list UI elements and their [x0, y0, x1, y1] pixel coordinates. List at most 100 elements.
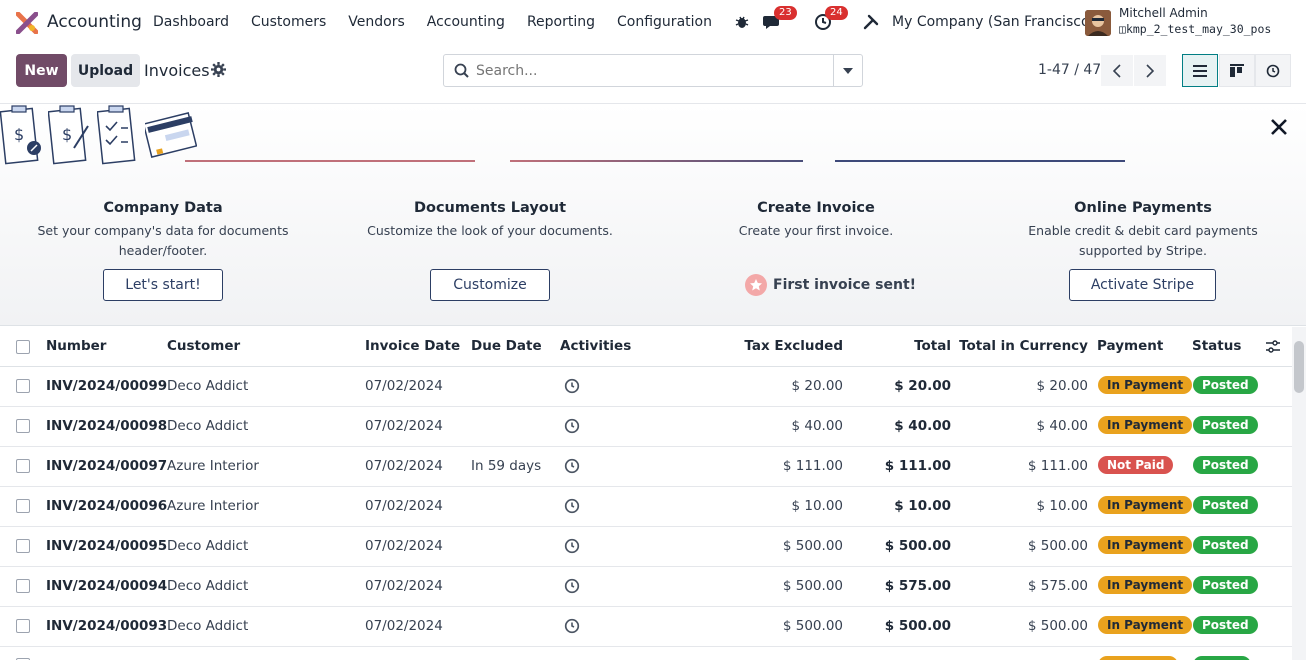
customer-name: Azure Interior [167, 498, 259, 514]
due-date: In 59 days [471, 458, 542, 474]
search-input[interactable] [476, 61, 836, 81]
status-badge: Posted [1193, 456, 1258, 474]
column-settings-icon[interactable] [1266, 340, 1280, 353]
main-menu: Dashboard Customers Vendors Accounting R… [153, 14, 734, 30]
tax-excluded: $ 40.00 [791, 418, 843, 434]
menu-reporting[interactable]: Reporting [526, 14, 596, 30]
app-name[interactable]: Accounting [47, 12, 142, 32]
total: $ 10.00 [894, 498, 951, 514]
invoice-number: INV/2024/00099 [46, 378, 168, 394]
activities-count-badge: 24 [825, 6, 848, 20]
activities-clock-icon[interactable]: 24 [811, 6, 848, 34]
menu-accounting[interactable]: Accounting [426, 14, 505, 30]
activity-clock-icon[interactable] [564, 458, 580, 478]
company-switcher[interactable]: My Company (San Francisco) [892, 14, 1095, 30]
table-row[interactable]: INV/2024/00096 Azure Interior 07/02/2024 $ … [0, 487, 1292, 527]
select-all-checkbox[interactable] [16, 340, 30, 354]
column-invoice-date[interactable]: Invoice Date [365, 338, 461, 354]
menu-dashboard[interactable]: Dashboard [153, 14, 229, 30]
row-checkbox[interactable] [16, 658, 30, 660]
invoice-number: INV/2024/00093 [46, 618, 168, 634]
payment-status-badge: In Payment [1098, 536, 1193, 554]
menu-vendors[interactable]: Vendors [348, 14, 405, 30]
row-checkbox[interactable] [16, 539, 30, 553]
step-title-company-data: Company Data [103, 200, 223, 216]
search-options-toggle[interactable] [833, 55, 862, 86]
table-row[interactable]: INV/2024/00094 Deco Addict 07/02/2024 $ 500… [0, 567, 1292, 607]
company-data-illustration: $ [0, 105, 41, 165]
activity-clock-icon[interactable] [564, 538, 580, 558]
table-row[interactable]: INV/2024/00095 Deco Addict 07/02/2024 $ 500… [0, 527, 1292, 567]
column-number[interactable]: Number [46, 338, 107, 354]
scrollbar-thumb[interactable] [1294, 341, 1304, 393]
pager-next-button[interactable] [1134, 55, 1166, 86]
column-tax-excluded[interactable]: Tax Excluded [744, 338, 843, 354]
onboarding-banner: $ Company Data Set your company's data f… [0, 104, 1306, 326]
activate-stripe-button[interactable]: Activate Stripe [1069, 269, 1216, 301]
customize-button[interactable]: Customize [430, 269, 550, 301]
column-total-in-currency[interactable]: Total in Currency [959, 338, 1088, 354]
accounting-app-icon[interactable] [16, 12, 38, 34]
activity-view-button[interactable] [1255, 54, 1291, 87]
close-icon[interactable] [1268, 116, 1290, 138]
row-checkbox[interactable] [16, 459, 30, 473]
activity-clock-icon[interactable] [564, 498, 580, 518]
customer-name: Azure Interior [167, 458, 259, 474]
step-desc-online-payments: Enable credit & debit card payments suppo… [1003, 221, 1283, 261]
menu-configuration[interactable]: Configuration [617, 14, 712, 30]
payment-badge-partial [1098, 656, 1178, 660]
step-title-documents-layout: Documents Layout [413, 200, 567, 216]
column-status[interactable]: Status [1192, 338, 1242, 354]
row-checkbox[interactable] [16, 499, 30, 513]
payment-status-badge: In Payment [1098, 376, 1193, 394]
pager-previous-button[interactable] [1101, 55, 1133, 86]
column-payment[interactable]: Payment [1097, 338, 1164, 354]
table-row[interactable]: INV/2024/00098 Deco Addict 07/02/2024 $ 40.… [0, 407, 1292, 447]
status-badge: Posted [1193, 616, 1258, 634]
customer-name: Deco Addict [167, 538, 249, 554]
lets-start-button[interactable]: Let's start! [103, 269, 223, 301]
step-desc-company-data-line2: header/footer. [118, 243, 208, 258]
tax-excluded: $ 500.00 [782, 578, 843, 594]
row-checkbox[interactable] [16, 579, 30, 593]
messages-icon[interactable]: 23 [760, 6, 797, 34]
database-name-text: kmp_2_test_may_30_pos [1125, 22, 1272, 36]
activity-clock-icon[interactable] [564, 618, 580, 638]
database-name: ◫kmp_2_test_may_30_pos [1119, 22, 1272, 36]
menu-customers[interactable]: Customers [250, 14, 327, 30]
list-view-button[interactable] [1182, 54, 1218, 87]
column-activities[interactable]: Activities [560, 338, 632, 354]
activity-clock-icon[interactable] [564, 378, 580, 398]
table-row[interactable]: INV/2024/00093 Deco Addict 07/02/2024 $ 500… [0, 607, 1292, 647]
row-checkbox[interactable] [16, 419, 30, 433]
messages-count-badge: 23 [774, 6, 797, 20]
table-row[interactable]: INV/2024/00099 Deco Addict 07/02/2024 $ 20.… [0, 367, 1292, 407]
user-avatar[interactable] [1085, 10, 1111, 36]
scrollbar-track[interactable] [1292, 327, 1306, 660]
pager-value[interactable]: 1-47 / 47 [1038, 62, 1102, 78]
progress-line-2 [510, 160, 803, 162]
payment-status-badge: In Payment [1098, 496, 1193, 514]
column-due-date[interactable]: Due Date [471, 338, 542, 354]
column-total[interactable]: Total [914, 338, 951, 354]
gear-icon[interactable] [211, 62, 226, 77]
row-checkbox[interactable] [16, 379, 30, 393]
step-desc-online-payments-line1: Enable credit & debit card payments [1028, 223, 1258, 238]
caret-down-icon [843, 67, 853, 74]
payment-status-badge: In Payment [1098, 416, 1193, 434]
debug-icon[interactable] [730, 10, 754, 34]
activity-clock-icon[interactable] [564, 418, 580, 438]
user-name[interactable]: Mitchell Admin [1119, 6, 1208, 20]
table-row-partial[interactable] [0, 647, 1292, 660]
new-button[interactable]: New [16, 54, 67, 87]
tax-excluded: $ 500.00 [782, 618, 843, 634]
upload-button[interactable]: Upload [71, 54, 140, 87]
kanban-view-button[interactable] [1219, 54, 1255, 87]
settings-tools-icon[interactable] [859, 10, 883, 34]
activity-clock-icon[interactable] [564, 578, 580, 598]
top-navbar: Accounting Dashboard Customers Vendors A… [0, 0, 1306, 46]
row-checkbox[interactable] [16, 619, 30, 633]
column-customer[interactable]: Customer [167, 338, 241, 354]
table-row[interactable]: INV/2024/00097 Azure Interior 07/02/2024 In… [0, 447, 1292, 487]
chevron-right-icon [1146, 63, 1154, 78]
